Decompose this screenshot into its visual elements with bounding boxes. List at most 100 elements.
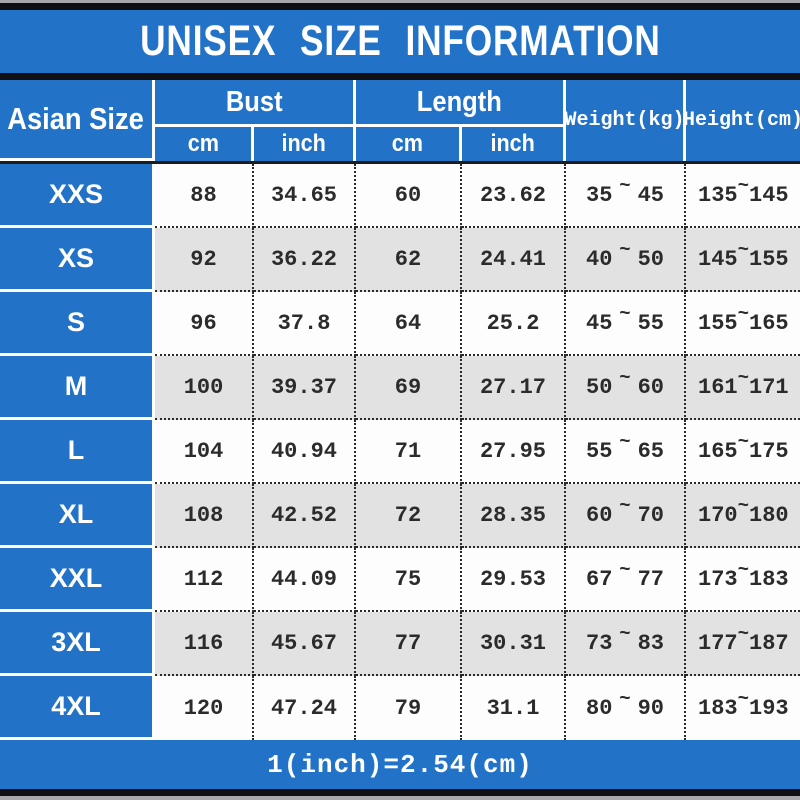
tilde-separator: ~ (737, 495, 750, 517)
bust-inch-cell: 39.37 (254, 356, 356, 420)
range-max: 171 (749, 374, 789, 400)
bust-inch-cell: 40.94 (254, 420, 356, 484)
weight-range-cell: 55 ~65 (566, 420, 686, 484)
range-max: 180 (749, 502, 789, 528)
bust-cm-cell: 108 (155, 484, 254, 548)
range-min: 45 (586, 310, 613, 336)
weight-range-cell: 73 ~83 (566, 612, 686, 676)
bust-cm-cell: 92 (155, 228, 254, 292)
tilde-separator: ~ (619, 688, 631, 710)
header-length-label: Length (416, 85, 503, 118)
tilde-separator: ~ (737, 367, 750, 389)
header-weight: Weight(kg) (564, 80, 686, 161)
length-cm-cell: 72 (356, 484, 462, 548)
range-min: 161 (698, 374, 738, 400)
length-inch-cell: 27.95 (462, 420, 566, 484)
header-bust-inch-label: inch (281, 130, 326, 157)
range-max: 187 (749, 630, 789, 656)
size-label-xl: XL (0, 484, 155, 548)
bust-cm-cell: 120 (155, 676, 254, 740)
length-inch-cell: 24.41 (462, 228, 566, 292)
weight-range-cell: 35 ~45 (566, 164, 686, 228)
range-max: 175 (749, 438, 789, 464)
weight-range-cell: 80 ~90 (566, 676, 686, 740)
weight-range-cell: 50 ~60 (566, 356, 686, 420)
height-range-cell: 183 ~193 (686, 676, 800, 740)
length-cm-cell: 60 (356, 164, 462, 228)
size-label-4xl: 4XL (0, 676, 155, 740)
range-min: 183 (698, 695, 738, 721)
length-cm-cell: 64 (356, 292, 462, 356)
tilde-separator: ~ (619, 367, 631, 389)
tilde-separator: ~ (619, 175, 631, 197)
header-asian-size-label: Asian Size (7, 101, 145, 136)
range-min: 40 (586, 246, 613, 272)
height-range-cell: 155 ~165 (686, 292, 800, 356)
size-table-header: Asian Size Bust Length Weight(kg) Height… (0, 80, 800, 164)
header-bust-group: Bust (155, 80, 356, 127)
bust-cm-cell: 96 (155, 292, 254, 356)
header-length-group: Length (356, 80, 566, 127)
length-inch-cell: 29.53 (462, 548, 566, 612)
range-max: 165 (749, 310, 789, 336)
weight-range-cell: 60 ~70 (566, 484, 686, 548)
bottom-gray-strip (0, 796, 800, 800)
header-weight-label: Weight(kg) (564, 109, 685, 132)
top-gray-strip (0, 0, 800, 3)
height-range-cell: 177 ~187 (686, 612, 800, 676)
tilde-separator: ~ (737, 303, 750, 325)
bust-inch-cell: 44.09 (254, 548, 356, 612)
range-min: 67 (586, 566, 613, 592)
range-max: 60 (637, 374, 664, 400)
range-max: 145 (749, 182, 789, 208)
tilde-separator: ~ (619, 303, 631, 325)
range-max: 55 (637, 310, 664, 336)
size-label-l: L (0, 420, 155, 484)
length-cm-cell: 77 (356, 612, 462, 676)
bust-cm-cell: 116 (155, 612, 254, 676)
tilde-separator: ~ (619, 623, 631, 645)
tilde-separator: ~ (737, 431, 750, 453)
range-min: 35 (586, 182, 613, 208)
header-bust-inch: inch (254, 127, 356, 161)
range-min: 60 (586, 502, 613, 528)
length-inch-cell: 23.62 (462, 164, 566, 228)
tilde-separator: ~ (619, 239, 631, 261)
length-cm-cell: 69 (356, 356, 462, 420)
range-max: 45 (637, 182, 664, 208)
header-height-label: Height(cm) (682, 109, 800, 132)
size-label-xxs: XXS (0, 164, 155, 228)
length-cm-cell: 62 (356, 228, 462, 292)
length-cm-cell: 75 (356, 548, 462, 612)
bust-cm-cell: 88 (155, 164, 254, 228)
weight-range-cell: 45 ~55 (566, 292, 686, 356)
top-black-bar (0, 3, 800, 10)
length-inch-cell: 27.17 (462, 356, 566, 420)
length-cm-cell: 79 (356, 676, 462, 740)
range-max: 70 (637, 502, 664, 528)
bust-cm-cell: 104 (155, 420, 254, 484)
tilde-separator: ~ (737, 559, 750, 581)
range-min: 173 (698, 566, 738, 592)
tilde-separator: ~ (737, 175, 750, 197)
length-inch-cell: 25.2 (462, 292, 566, 356)
bust-inch-cell: 37.8 (254, 292, 356, 356)
header-length-cm-label: cm (391, 130, 424, 157)
length-inch-cell: 30.31 (462, 612, 566, 676)
conversion-note: 1(inch)=2.54(cm) (267, 749, 533, 780)
size-label-3xl: 3XL (0, 612, 155, 676)
length-inch-cell: 28.35 (462, 484, 566, 548)
range-min: 80 (586, 695, 613, 721)
title-divider-bar (0, 73, 800, 80)
tilde-separator: ~ (737, 239, 750, 261)
tilde-separator: ~ (619, 495, 631, 517)
weight-range-cell: 40 ~50 (566, 228, 686, 292)
range-max: 65 (637, 438, 664, 464)
bust-cm-cell: 100 (155, 356, 254, 420)
bust-inch-cell: 42.52 (254, 484, 356, 548)
range-max: 50 (637, 246, 664, 272)
bust-inch-cell: 45.67 (254, 612, 356, 676)
height-range-cell: 165 ~175 (686, 420, 800, 484)
bust-inch-cell: 36.22 (254, 228, 356, 292)
range-min: 170 (698, 502, 738, 528)
